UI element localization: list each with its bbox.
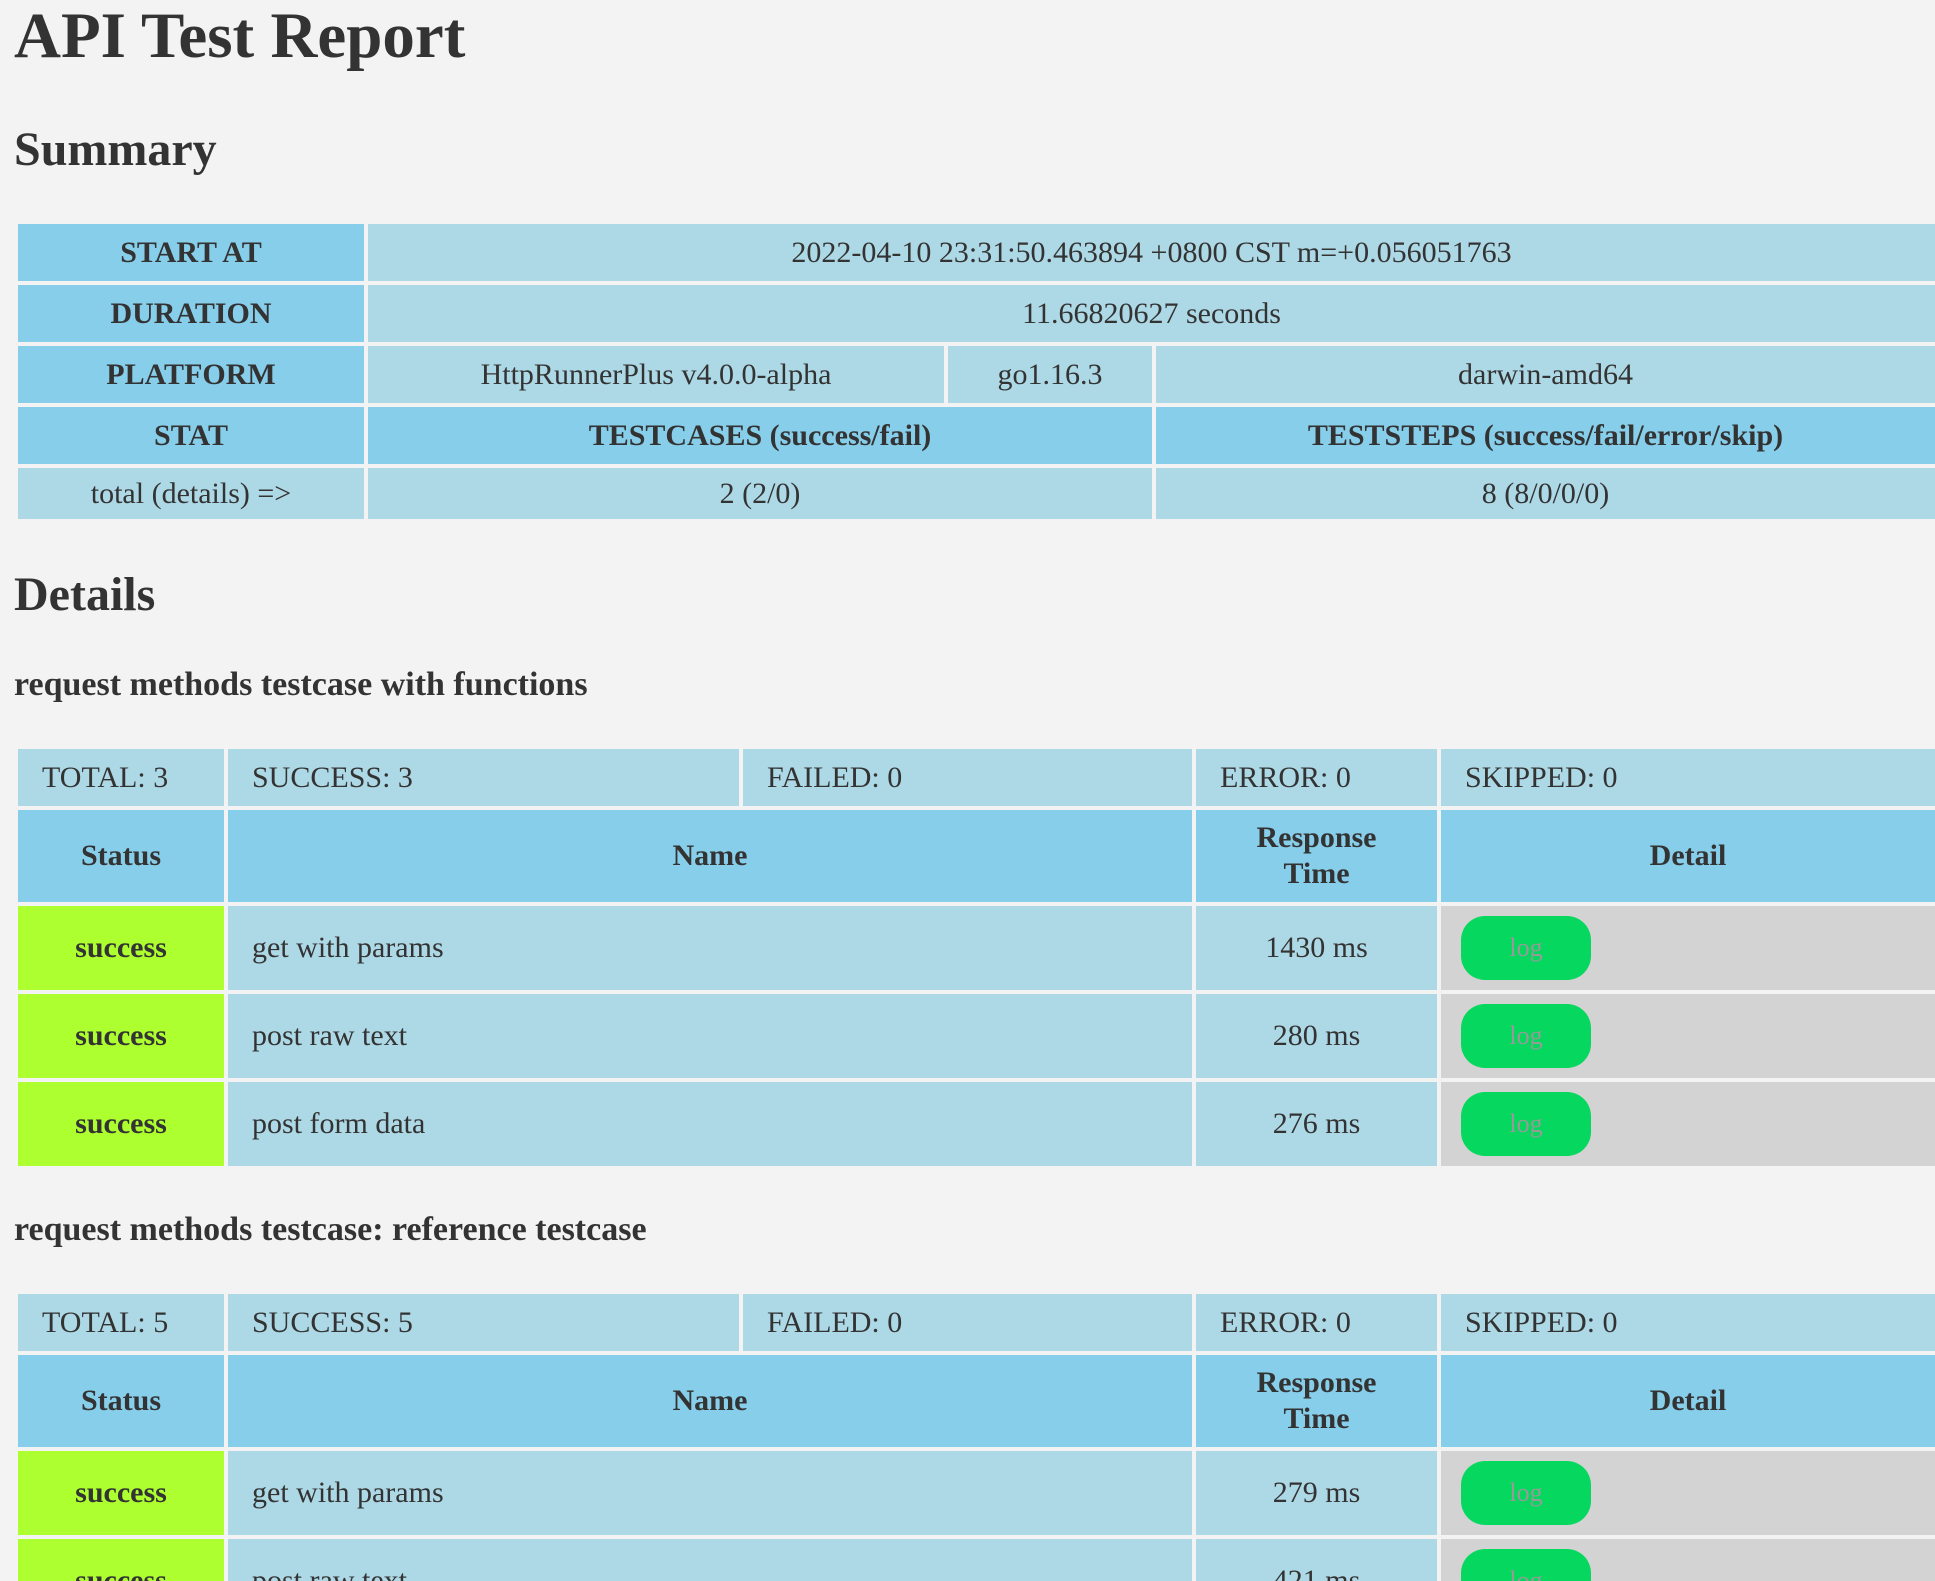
platform-os: darwin-amd64 xyxy=(1156,346,1935,403)
error-count: ERROR: 0 xyxy=(1196,1294,1437,1351)
summary-row-platform: PLATFORM HttpRunnerPlus v4.0.0-alpha go1… xyxy=(18,346,1935,403)
duration-value: 11.66820627 seconds xyxy=(368,285,1935,342)
testcase-table: TOTAL: 5 SUCCESS: 5 FAILED: 0 ERROR: 0 S… xyxy=(14,1290,1935,1581)
step-detail: log xyxy=(1441,994,1935,1078)
summary-row-duration: DURATION 11.66820627 seconds xyxy=(18,285,1935,342)
log-button[interactable]: log xyxy=(1461,1004,1591,1068)
step-status: success xyxy=(18,906,224,990)
step-status: success xyxy=(18,1539,224,1581)
step-response-time: 421 ms xyxy=(1196,1539,1437,1581)
log-button[interactable]: log xyxy=(1461,1549,1591,1581)
success-count: SUCCESS: 5 xyxy=(228,1294,739,1351)
step-status: success xyxy=(18,1451,224,1535)
skipped-count: SKIPPED: 0 xyxy=(1441,1294,1935,1351)
platform-label: PLATFORM xyxy=(18,346,364,403)
details-heading: Details xyxy=(14,568,156,621)
testcase-header-row: Status Name Response Time Detail xyxy=(18,1355,1935,1447)
step-status: success xyxy=(18,1082,224,1166)
table-row: success get with params 1430 ms log xyxy=(18,906,1935,990)
teststeps-label: TESTSTEPS (success/fail/error/skip) xyxy=(1156,407,1935,464)
duration-label: DURATION xyxy=(18,285,364,342)
step-response-time: 1430 ms xyxy=(1196,906,1437,990)
step-response-time: 279 ms xyxy=(1196,1451,1437,1535)
table-row: success post form data 276 ms log xyxy=(18,1082,1935,1166)
summary-heading: Summary xyxy=(14,123,217,176)
total-count: TOTAL: 3 xyxy=(18,749,224,806)
column-detail: Detail xyxy=(1441,810,1935,902)
testcase-title: request methods testcase: reference test… xyxy=(14,1211,647,1248)
summary-row-total: total (details) => 2 (2/0) 8 (8/0/0/0) xyxy=(18,468,1935,519)
platform-go: go1.16.3 xyxy=(948,346,1152,403)
total-label: total (details) => xyxy=(18,468,364,519)
step-detail: log xyxy=(1441,1082,1935,1166)
column-status: Status xyxy=(18,1355,224,1447)
step-detail: log xyxy=(1441,1539,1935,1581)
step-response-time: 280 ms xyxy=(1196,994,1437,1078)
log-button[interactable]: log xyxy=(1461,916,1591,980)
column-response-time: Response Time xyxy=(1196,810,1437,902)
table-row: success post raw text 421 ms log xyxy=(18,1539,1935,1581)
step-name: post form data xyxy=(228,1082,1192,1166)
column-status: Status xyxy=(18,810,224,902)
testcase-header-row: Status Name Response Time Detail xyxy=(18,810,1935,902)
step-name: get with params xyxy=(228,906,1192,990)
testcase-table: TOTAL: 3 SUCCESS: 3 FAILED: 0 ERROR: 0 S… xyxy=(14,745,1935,1170)
summary-table: START AT 2022-04-10 23:31:50.463894 +080… xyxy=(14,220,1935,523)
platform-runner: HttpRunnerPlus v4.0.0-alpha xyxy=(368,346,944,403)
step-response-time: 276 ms xyxy=(1196,1082,1437,1166)
summary-row-start-at: START AT 2022-04-10 23:31:50.463894 +080… xyxy=(18,224,1935,281)
summary-row-stat-header: STAT TESTCASES (success/fail) TESTSTEPS … xyxy=(18,407,1935,464)
failed-count: FAILED: 0 xyxy=(743,1294,1192,1351)
stat-label: STAT xyxy=(18,407,364,464)
step-name: get with params xyxy=(228,1451,1192,1535)
column-name: Name xyxy=(228,810,1192,902)
log-button[interactable]: log xyxy=(1461,1461,1591,1525)
testcase-title: request methods testcase with functions xyxy=(14,666,588,703)
column-response-time: Response Time xyxy=(1196,1355,1437,1447)
success-count: SUCCESS: 3 xyxy=(228,749,739,806)
log-button[interactable]: log xyxy=(1461,1092,1591,1156)
start-at-label: START AT xyxy=(18,224,364,281)
step-name: post raw text xyxy=(228,1539,1192,1581)
page-title: API Test Report xyxy=(14,0,466,72)
step-status: success xyxy=(18,994,224,1078)
failed-count: FAILED: 0 xyxy=(743,749,1192,806)
step-detail: log xyxy=(1441,1451,1935,1535)
skipped-count: SKIPPED: 0 xyxy=(1441,749,1935,806)
step-detail: log xyxy=(1441,906,1935,990)
step-name: post raw text xyxy=(228,994,1192,1078)
table-row: success get with params 279 ms log xyxy=(18,1451,1935,1535)
column-name: Name xyxy=(228,1355,1192,1447)
start-at-value: 2022-04-10 23:31:50.463894 +0800 CST m=+… xyxy=(368,224,1935,281)
teststeps-value: 8 (8/0/0/0) xyxy=(1156,468,1935,519)
total-count: TOTAL: 5 xyxy=(18,1294,224,1351)
column-detail: Detail xyxy=(1441,1355,1935,1447)
testcases-label: TESTCASES (success/fail) xyxy=(368,407,1152,464)
testcase-counts-row: TOTAL: 3 SUCCESS: 3 FAILED: 0 ERROR: 0 S… xyxy=(18,749,1935,806)
testcase-counts-row: TOTAL: 5 SUCCESS: 5 FAILED: 0 ERROR: 0 S… xyxy=(18,1294,1935,1351)
error-count: ERROR: 0 xyxy=(1196,749,1437,806)
table-row: success post raw text 280 ms log xyxy=(18,994,1935,1078)
testcases-value: 2 (2/0) xyxy=(368,468,1152,519)
